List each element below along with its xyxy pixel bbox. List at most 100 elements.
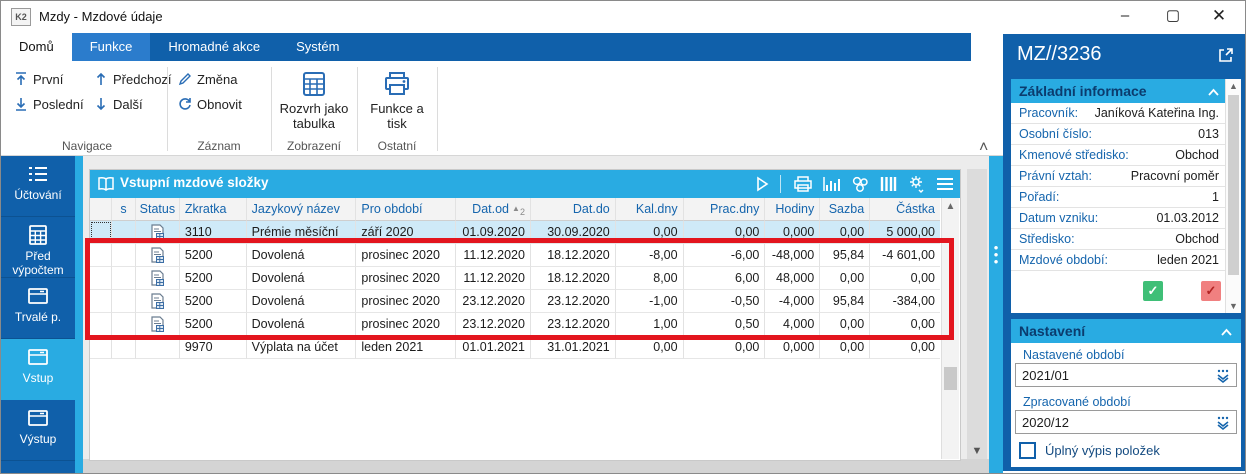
header-zkratka[interactable]: Zkratka (179, 198, 247, 221)
settings-gear-icon[interactable] (906, 173, 928, 195)
period-dropdown-icon[interactable] (1214, 368, 1232, 384)
table-row[interactable]: 5200 Dovolená prosinec 2020 11.12.2020 1… (90, 267, 940, 290)
group-label-ostatni: Ostatní (377, 139, 417, 153)
scroll-up-icon[interactable]: ▲ (945, 201, 956, 212)
sidebar-item-vystup[interactable]: Výstup (1, 400, 75, 461)
grid-header-row: s Status Zkratka Jazykový název Pro obdo… (90, 198, 940, 221)
minimize-button[interactable]: – (1120, 7, 1130, 24)
record-id: MZ//3236 (1017, 43, 1102, 65)
scroll-down-icon[interactable]: ▼ (1229, 301, 1238, 311)
splitter-grip-icon: • • • (993, 240, 999, 269)
printer-icon (382, 69, 412, 99)
field-row: Kmenové středisko: Obchod (1011, 145, 1225, 166)
sidebar-item-pred-vypoctem[interactable]: Před výpočtem (1, 217, 75, 278)
section-header-settings[interactable]: Nastavení (1011, 319, 1241, 343)
field-row: Právní vztah: Pracovní poměr (1011, 166, 1225, 187)
period-dropdown-icon[interactable] (1214, 415, 1232, 431)
header-kal-dny[interactable]: Kal.dny (615, 198, 684, 221)
sidebar-item-uctovani[interactable]: Účtování (1, 156, 75, 217)
close-button[interactable]: ✕ (1211, 6, 1227, 25)
panel-splitter[interactable]: • • • (989, 156, 1003, 473)
field-row: Pracovník: Janíková Kateřina Ing. (1011, 103, 1225, 124)
panel-scrollbar[interactable]: ▲ ▼ (1225, 79, 1241, 313)
row-selector[interactable] (90, 313, 112, 336)
last-button[interactable]: Poslední (13, 94, 84, 116)
title-bar: K2 Mzdy - Mzdové údaje – ▢ ✕ (1, 1, 1245, 33)
header-prac-dny[interactable]: Prac.dny (683, 198, 766, 221)
table-row[interactable]: 5200 Dovolená prosinec 2020 23.12.2020 2… (90, 313, 940, 336)
first-button[interactable]: První (13, 69, 63, 91)
arrow-up-icon (93, 71, 109, 94)
chart-icon[interactable] (820, 173, 842, 195)
arrow-down-icon (93, 96, 109, 119)
checkbox[interactable] (1019, 442, 1036, 459)
row-selector[interactable] (90, 221, 112, 244)
box-icon (27, 286, 49, 306)
section-header-basic[interactable]: Základní informace (1011, 79, 1225, 103)
tab-funkce[interactable]: Funkce (71, 33, 151, 61)
set-period-input[interactable]: 2021/01 (1015, 363, 1237, 387)
functions-print-button[interactable]: Funkce a tisk (361, 65, 433, 131)
sidebar-splitter[interactable] (75, 156, 83, 473)
run-icon[interactable] (750, 173, 772, 195)
basic-info-section: Základní informace Pracovník: Janíková Ka… (1011, 79, 1241, 313)
header-dat-od[interactable]: Dat.od ▲2 (456, 198, 531, 221)
header-pro-obdobi[interactable]: Pro období (356, 198, 457, 221)
sidebar-item-trvale-p[interactable]: Trvalé p. (1, 278, 75, 339)
scroll-up-icon[interactable]: ▲ (1229, 81, 1238, 91)
header-castka[interactable]: Částka (870, 198, 940, 221)
processed-period-input[interactable]: 2020/12 (1015, 410, 1237, 434)
table-row[interactable]: 9970 Výplata na účet leden 2021 01.01.20… (90, 336, 940, 359)
box-icon (27, 408, 49, 428)
sort-order: 2 (519, 207, 525, 217)
window-bottom-strip (83, 459, 989, 473)
table-row[interactable]: 3110 Prémie měsíční září 2020 01.09.2020… (90, 221, 940, 244)
scroll-down-icon[interactable]: ▼ (971, 445, 983, 457)
document-status-icon (150, 316, 165, 332)
edit-button[interactable]: Změna (177, 69, 237, 91)
chevron-up-icon[interactable] (1207, 85, 1220, 96)
refresh-button[interactable]: Obnovit (177, 94, 242, 116)
grid-toolbar (748, 173, 956, 195)
row-selector[interactable] (90, 244, 112, 267)
gears-icon[interactable] (849, 173, 871, 195)
main-vertical-scrollbar[interactable]: ▼ (967, 169, 987, 459)
ribbon-collapse-icon[interactable]: ˄ (979, 139, 989, 156)
tab-hromadne-akce[interactable]: Hromadné akce (168, 39, 261, 54)
input-wage-components-grid: Vstupní mzdové složky s Status Zkratka J… (89, 169, 961, 461)
open-external-icon[interactable] (1217, 46, 1235, 64)
scrollbar-thumb[interactable] (1228, 95, 1239, 275)
menu-icon[interactable] (934, 173, 956, 195)
header-s[interactable]: s (111, 198, 136, 221)
header-dat-do[interactable]: Dat.do (530, 198, 616, 221)
tab-system[interactable]: Systém (296, 39, 340, 54)
next-button[interactable]: Další (93, 94, 143, 116)
row-selector[interactable] (90, 290, 112, 313)
set-period-label: Nastavené období (1023, 348, 1125, 362)
table-row[interactable]: 5200 Dovolená prosinec 2020 23.12.2020 2… (90, 290, 940, 313)
header-jazykovy-nazev[interactable]: Jazykový název (246, 198, 357, 221)
grid-vertical-scrollbar[interactable]: ▲ (941, 198, 959, 459)
group-label-zaznam: Záznam (197, 139, 241, 153)
header-sazba[interactable]: Sazba (820, 198, 871, 221)
sidebar-item-vstup[interactable]: Vstup (1, 339, 75, 400)
previous-button[interactable]: Předchozí (93, 69, 172, 91)
settings-section: Nastavení Nastavené období 2021/01 Zprac… (1011, 319, 1241, 467)
columns-icon[interactable] (877, 173, 899, 195)
group-label-zobrazeni: Zobrazení (286, 139, 342, 153)
tab-domu[interactable]: Domů (1, 33, 72, 61)
processed-period-label: Zpracované období (1023, 395, 1131, 409)
chevron-up-icon[interactable] (1220, 325, 1233, 336)
scrollbar-thumb[interactable] (944, 367, 957, 390)
list-icon (27, 164, 49, 184)
layout-as-table-button[interactable]: Rozvrh jako tabulka (278, 65, 350, 131)
row-selector[interactable] (90, 267, 112, 290)
maximize-button[interactable]: ▢ (1165, 7, 1181, 24)
table-row[interactable]: 5200 Dovolená prosinec 2020 11.12.2020 1… (90, 244, 940, 267)
header-status[interactable]: Status (135, 198, 180, 221)
arrow-up-bar-icon (13, 71, 29, 94)
print-icon[interactable] (792, 173, 814, 195)
row-selector[interactable] (90, 336, 112, 359)
header-hodiny[interactable]: Hodiny (765, 198, 821, 221)
